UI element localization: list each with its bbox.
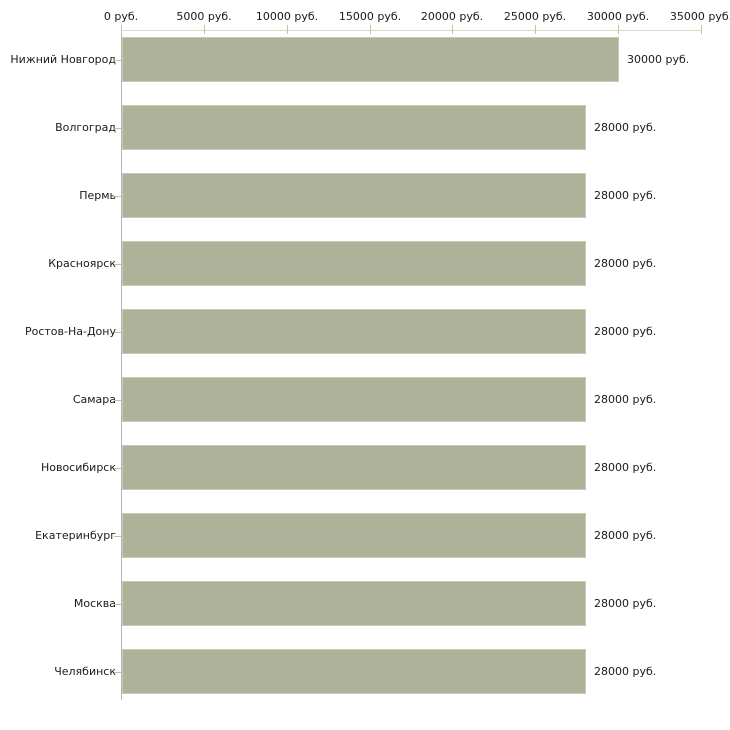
bar-value-label: 28000 руб. [594,393,657,406]
x-axis-tick-label: 35000 руб. [669,10,730,23]
y-axis-tick [114,604,121,605]
category-label: Самара [72,393,116,406]
bar [122,445,586,490]
category-label: Новосибирск [40,461,116,474]
x-axis-tick [535,25,536,34]
x-axis-line [121,30,702,31]
category-label: Челябинск [54,665,116,678]
x-axis-tick [204,25,205,34]
x-axis-tick-label: 5000 руб. [176,10,232,23]
bar-value-label: 28000 руб. [594,461,657,474]
x-axis-tick-label: 20000 руб. [420,10,484,23]
bar [122,377,586,422]
bar-value-label: 30000 руб. [627,53,690,66]
bar [122,581,586,626]
x-axis-tick [287,25,288,34]
bar-value-label: 28000 руб. [594,189,657,202]
x-axis-tick-label: 15000 руб. [338,10,402,23]
category-label: Волгоград [55,121,116,134]
x-axis-tick-label: 10000 руб. [255,10,319,23]
x-axis-tick [701,25,702,34]
bar-value-label: 28000 руб. [594,121,657,134]
category-label: Пермь [79,189,116,202]
category-label: Нижний Новгород [10,53,116,66]
y-axis-tick [114,468,121,469]
y-axis-line [121,30,122,700]
y-axis-tick [114,672,121,673]
x-axis-tick-label: 0 руб. [103,10,139,23]
x-axis-tick [121,25,122,34]
bar-value-label: 28000 руб. [594,325,657,338]
y-axis-tick [114,196,121,197]
bar [122,241,586,286]
bar [122,37,619,82]
category-label: Москва [73,597,116,610]
y-axis-tick [114,400,121,401]
y-axis-tick [114,128,121,129]
bar [122,649,586,694]
bar-value-label: 28000 руб. [594,257,657,270]
category-label: Ростов-На-Дону [24,325,116,338]
x-axis-tick-label: 25000 руб. [503,10,567,23]
y-axis-tick [114,332,121,333]
x-axis-tick-label: 30000 руб. [586,10,650,23]
y-axis-tick [114,536,121,537]
bar [122,309,586,354]
bar-value-label: 28000 руб. [594,529,657,542]
x-axis-tick [618,25,619,34]
category-label: Красноярск [48,257,116,270]
bar-value-label: 28000 руб. [594,597,657,610]
bar [122,173,586,218]
category-label: Екатеринбург [35,529,116,542]
y-axis-tick [114,264,121,265]
bar [122,105,586,150]
x-axis-tick [370,25,371,34]
y-axis-tick [114,60,121,61]
bar [122,513,586,558]
x-axis-tick [452,25,453,34]
bar-value-label: 28000 руб. [594,665,657,678]
